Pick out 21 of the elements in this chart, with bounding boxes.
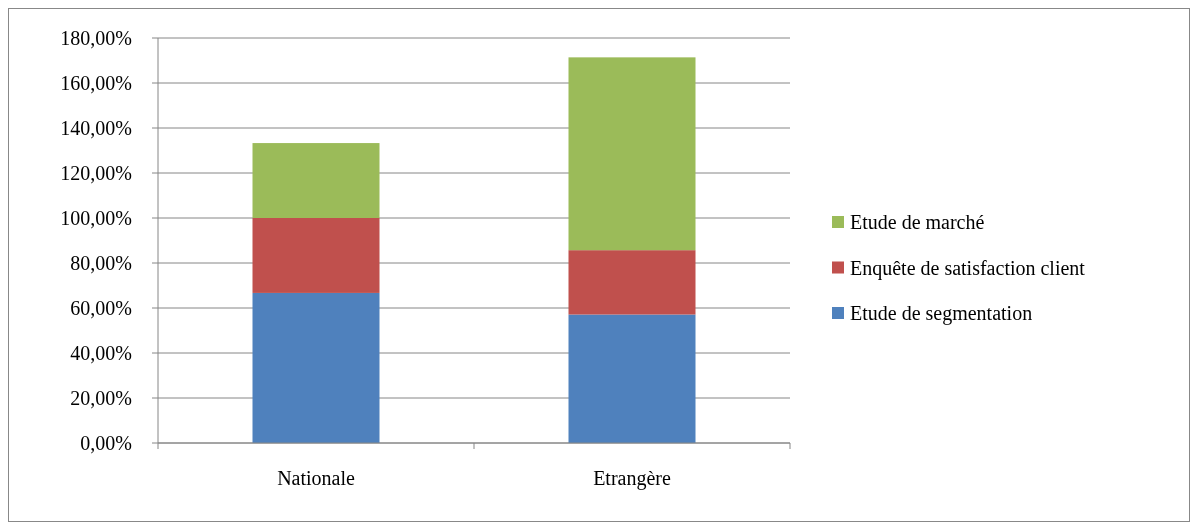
y-tick-label: 100,00%: [60, 207, 132, 229]
bar: [568, 314, 696, 443]
y-tick-label: 80,00%: [70, 252, 132, 274]
y-tick-label: 0,00%: [80, 432, 132, 454]
legend-label: Etude de segmentation: [850, 302, 1033, 325]
bar: [252, 143, 380, 218]
legend-label: Etude de marché: [850, 211, 985, 233]
y-tick-label: 140,00%: [60, 117, 132, 139]
bar: [568, 250, 696, 315]
bar: [252, 218, 380, 293]
x-tick-label: Nationale: [277, 467, 355, 489]
y-tick-label: 180,00%: [60, 27, 132, 49]
legend-label: Enquête de satisfaction client: [850, 256, 1086, 280]
y-tick-label: 120,00%: [60, 162, 132, 184]
bar: [568, 57, 696, 251]
y-tick-label: 20,00%: [70, 387, 132, 409]
x-tick-label: Etrangère: [593, 467, 671, 490]
y-tick-label: 160,00%: [60, 72, 132, 94]
bar: [252, 292, 380, 443]
y-tick-label: 40,00%: [70, 342, 132, 364]
y-tick-label: 60,00%: [70, 297, 132, 319]
